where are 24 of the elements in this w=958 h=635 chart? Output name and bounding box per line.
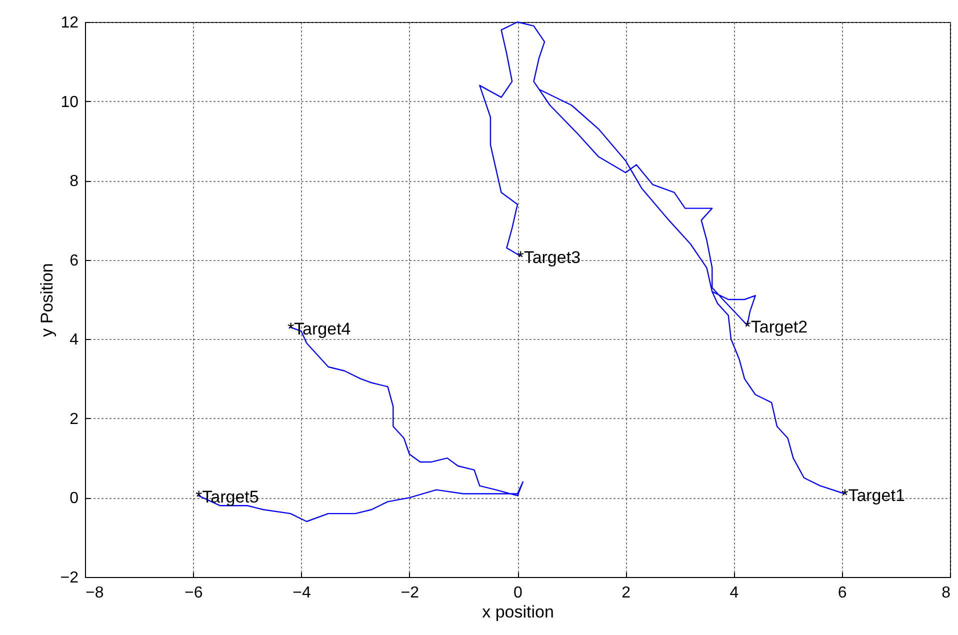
x-tick-label: −2	[400, 584, 420, 602]
y-axis-title: y Position	[37, 263, 56, 337]
y-tick-label: 2	[70, 410, 79, 428]
y-tick-label: −2	[60, 570, 79, 586]
annotation: *Target2	[744, 317, 808, 336]
x-tick-label: −4	[292, 584, 311, 602]
y-tick-label: 0	[70, 490, 79, 508]
y-tick-label: 4	[70, 332, 79, 349]
annotation: *Target1	[842, 486, 905, 505]
x-tick-label: 4	[730, 584, 739, 602]
x-tick-label: −8	[86, 584, 104, 602]
x-tick-label: −6	[184, 584, 203, 602]
annotation: *Target3	[517, 248, 581, 267]
annotation: *Target4	[287, 319, 351, 338]
x-tick-label: 6	[838, 584, 847, 602]
x-axis-title: x position	[482, 602, 554, 622]
y-tick-label: 8	[70, 173, 79, 190]
x-tick-label: 8	[942, 584, 951, 602]
y-tick-label: 10	[60, 94, 79, 111]
x-tick-label: 2	[622, 584, 631, 602]
x-tick-label: 0	[514, 584, 523, 602]
y-tick-label: 6	[70, 252, 79, 270]
annotation: *Target5	[196, 488, 259, 507]
y-tick-label: 12	[60, 14, 79, 32]
